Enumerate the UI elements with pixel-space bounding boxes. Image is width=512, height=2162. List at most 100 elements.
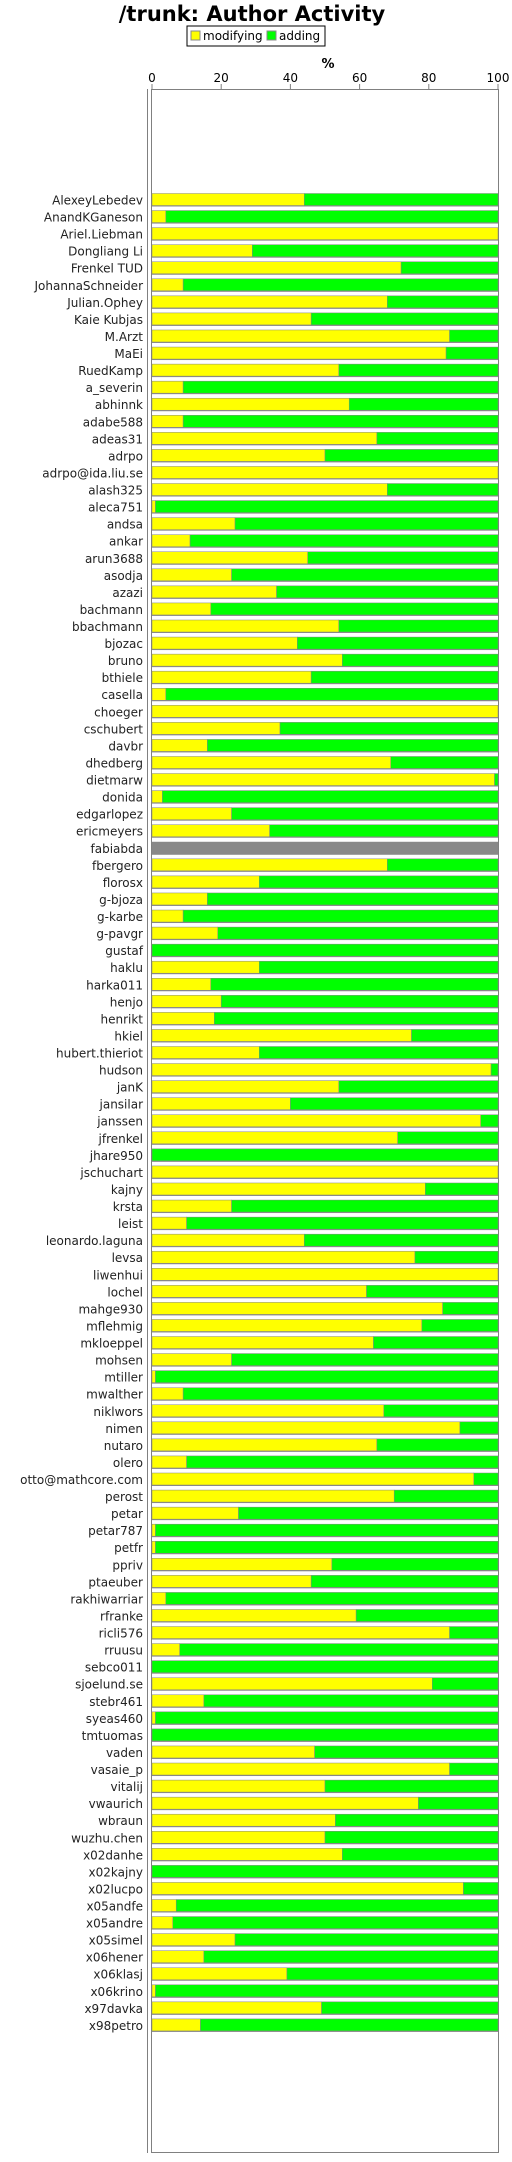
bar-adding [220, 995, 499, 1008]
category-label: Julian.Ophey [66, 296, 143, 310]
bar-adding [494, 773, 499, 786]
bar-modifying [151, 1609, 357, 1622]
category-label: hudson [99, 1064, 143, 1078]
category-label: azazi [112, 586, 143, 600]
category-label: janK [116, 1081, 144, 1095]
bar-adding [348, 397, 499, 411]
bar-adding [231, 1353, 499, 1366]
bar-modifying [151, 1916, 174, 1929]
bar-modifying [151, 1523, 156, 1537]
x-tick-label: 100 [487, 71, 510, 85]
bar-modifying [151, 653, 343, 667]
category-label: otto@mathcore.com [20, 1473, 143, 1487]
bar-modifying [151, 380, 184, 394]
bar-modifying [151, 1558, 333, 1571]
bar-adding [234, 517, 499, 530]
category-label: ptaeuber [88, 1575, 143, 1589]
bar-adding [200, 2018, 499, 2032]
bar-modifying [151, 1933, 236, 1946]
category-label: MaEi [114, 347, 143, 361]
bar-modifying [151, 1250, 416, 1264]
bar-adding [165, 1592, 499, 1605]
category-label: mwalther [86, 1388, 143, 1402]
bar-modifying [151, 1336, 374, 1349]
bar-modifying [151, 193, 305, 206]
bar-adding [490, 1063, 499, 1076]
bar-adding [376, 1438, 499, 1452]
bar-adding [189, 534, 499, 547]
category-label: rruusu [104, 1644, 143, 1658]
bar-adding [307, 551, 499, 565]
x-tick-label: 40 [283, 71, 298, 85]
bar-modifying [151, 261, 402, 274]
bar-modifying [151, 1165, 499, 1179]
bar-adding [418, 1796, 499, 1810]
bar-adding [342, 1848, 499, 1861]
x-tick-label: 80 [421, 71, 436, 85]
bar-adding [217, 926, 499, 940]
category-label: rfranke [100, 1609, 143, 1623]
bar-adding [449, 1762, 499, 1776]
bar-modifying [151, 2018, 201, 2032]
bar-modifying [151, 1711, 156, 1725]
bar-modifying [151, 1353, 232, 1366]
bar-modifying [151, 534, 191, 547]
bar-adding [366, 1285, 499, 1298]
category-label: henjo [110, 995, 143, 1009]
legend-label-adding: adding [279, 29, 320, 43]
bar-adding [151, 1660, 499, 1673]
bar-adding [480, 1114, 499, 1127]
bar-adding [421, 1319, 499, 1332]
bar-modifying [151, 1984, 156, 1998]
category-label: stebr461 [89, 1695, 143, 1709]
bar-modifying [151, 1080, 340, 1093]
bar-adding [387, 483, 499, 496]
bar-modifying [151, 1643, 180, 1656]
category-label: mflehmig [86, 1319, 143, 1333]
bar-modifying [151, 670, 312, 684]
bar-modifying [151, 1796, 419, 1810]
bar-modifying [151, 722, 281, 735]
bar-modifying [151, 687, 167, 701]
bar-modifying [151, 1455, 187, 1469]
bar-modifying [151, 1046, 260, 1059]
bar-adding [387, 858, 499, 872]
bar-modifying [151, 602, 212, 616]
bar-adding [252, 244, 499, 257]
bar-modifying [151, 1131, 398, 1145]
category-label: casella [101, 688, 143, 702]
category-label: jschuchart [79, 1166, 143, 1180]
bar-modifying [151, 397, 350, 411]
bar-modifying [151, 978, 212, 991]
bar-modifying [151, 1268, 499, 1281]
plot-area-border [151, 89, 499, 2153]
bar-modifying [151, 210, 167, 223]
bar-modifying [151, 995, 222, 1008]
bar-modifying [151, 960, 260, 974]
category-label: janssen [96, 1115, 143, 1129]
category-label: lochel [107, 1285, 143, 1299]
bar-adding [214, 1012, 499, 1025]
category-label: gustaf [105, 944, 144, 958]
category-label: olero [113, 1456, 143, 1470]
bar-modifying [151, 2001, 322, 2015]
bar-adding [342, 653, 499, 667]
bar-modifying [151, 790, 163, 803]
bar-adding [259, 960, 499, 974]
category-labels: AlexeyLebedev AnandKGaneson Ariel.Liebman D… [20, 194, 144, 2033]
bar-modifying [151, 1063, 492, 1076]
category-label: hubert.thieriot [56, 1047, 143, 1061]
category-label: leonardo.laguna [46, 1234, 143, 1248]
bar-adding [338, 1080, 499, 1093]
category-label: vasaie_p [91, 1763, 143, 1777]
category-label: fbergero [92, 859, 143, 873]
bar-adding [210, 978, 499, 991]
category-label: a_severin [86, 381, 143, 395]
bar-modifying [151, 1592, 167, 1605]
category-label: x05andfe [86, 1900, 143, 1914]
category-label: davbr [108, 739, 143, 753]
bar-modifying [151, 892, 208, 906]
bar-modifying [151, 1950, 205, 1963]
bar-track [152, 841, 498, 855]
bar-adding [286, 1967, 499, 1980]
